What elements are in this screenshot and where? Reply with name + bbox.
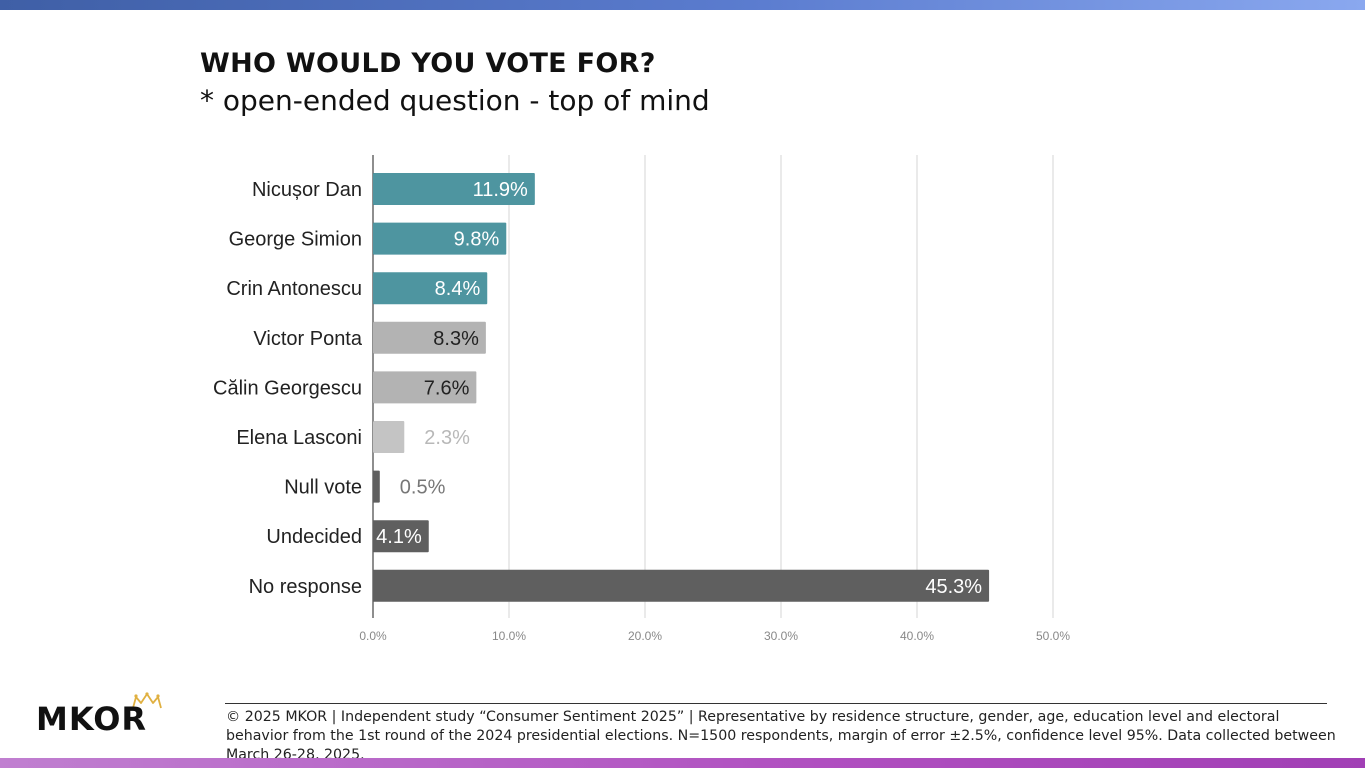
labels: 0.0% 10.0% 20.0% 30.0% 40.0% 50.0% Nicușor Dan… — [213, 179, 1070, 643]
data-label: 45.3% — [925, 576, 982, 598]
data-label: 8.4% — [435, 278, 481, 300]
category-label: Nicușor Dan — [252, 179, 362, 201]
x-tick-label: 50.0% — [1036, 629, 1070, 643]
data-label: 9.8% — [454, 229, 500, 251]
bar — [373, 520, 429, 553]
x-tick-label: 0.0% — [359, 629, 387, 643]
data-label: 11.9% — [473, 179, 528, 201]
footer-note: © 2025 MKOR | Independent study “Consume… — [226, 709, 1336, 763]
bar — [373, 569, 990, 602]
top-accent-bar — [0, 0, 1365, 10]
category-label: No response — [249, 576, 362, 598]
bar — [373, 272, 488, 305]
data-label: 4.1% — [376, 526, 422, 548]
bar — [373, 470, 380, 503]
x-tick-label: 20.0% — [628, 629, 662, 643]
bars — [373, 173, 990, 602]
category-label: Călin Georgescu — [213, 377, 362, 399]
chart-subtitle: * open-ended question - top of mind — [200, 84, 710, 117]
footer-divider — [225, 703, 1327, 704]
bar — [373, 321, 486, 354]
category-label: Elena Lasconi — [236, 427, 362, 449]
category-label: Null vote — [284, 477, 362, 499]
mkor-logo: MKOR — [36, 692, 166, 740]
data-label: 0.5% — [400, 477, 446, 499]
category-label: Victor Ponta — [253, 328, 362, 350]
bar — [373, 371, 477, 404]
bar-chart: 0.0% 10.0% 20.0% 30.0% 40.0% 50.0% Nicușor Dan… — [213, 155, 1070, 643]
category-label: Undecided — [266, 526, 362, 548]
category-label: Crin Antonescu — [226, 278, 362, 300]
category-label: George Simion — [229, 229, 362, 251]
x-tick-label: 40.0% — [900, 629, 934, 643]
logo-text: MKOR — [36, 700, 148, 738]
data-label: 2.3% — [424, 427, 470, 449]
data-label: 8.3% — [433, 328, 479, 350]
bar — [373, 173, 535, 205]
bottom-accent-bar — [0, 758, 1365, 768]
bar — [373, 222, 507, 255]
bar — [373, 421, 405, 453]
data-label: 7.6% — [424, 377, 470, 399]
chart-title: WHO WOULD YOU VOTE FOR? — [200, 48, 656, 79]
crown-icon — [132, 692, 162, 709]
x-tick-label: 10.0% — [492, 629, 526, 643]
x-tick-label: 30.0% — [764, 629, 798, 643]
